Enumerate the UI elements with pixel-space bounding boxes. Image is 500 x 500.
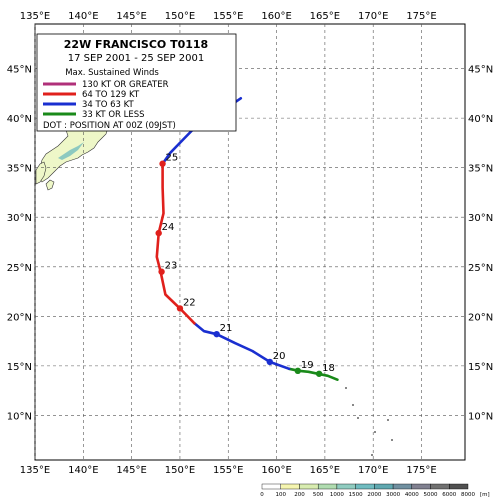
left-lat-label: 20°N (7, 312, 32, 323)
position-dot-19 (294, 367, 302, 375)
top-lon-label: 135°E (20, 11, 50, 22)
scale-swatch (336, 483, 356, 490)
scale-label: 5000 (424, 492, 438, 498)
grid-lines (34, 24, 465, 460)
island-dot (374, 431, 376, 433)
daily-positions: 18 19 20 21 22 23 24 25 (155, 153, 335, 377)
island-dot (371, 454, 373, 456)
bottom-lon-label: 160°E (261, 465, 291, 476)
scale-swatch (449, 483, 469, 490)
legend-storm-title: 22W FRANCISCO T0118 (64, 38, 208, 51)
left-lat-label: 45°N (7, 65, 32, 76)
right-lat-label: 20°N (468, 312, 493, 323)
top-lon-label: 140°E (68, 11, 98, 22)
scale-unit: [m] (480, 492, 490, 498)
top-lon-label: 165°E (310, 11, 340, 22)
left-lat-label: 40°N (7, 114, 32, 125)
kyushu-tip (45, 179, 55, 191)
legend-date-range: 17 SEP 2001 - 25 SEP 2001 (68, 53, 204, 64)
right-lat-label: 30°N (468, 213, 493, 224)
bottom-lon-label: 135°E (20, 465, 50, 476)
island-dot (357, 417, 359, 419)
position-dot-20 (266, 358, 274, 366)
legend-heading: Max. Sustained Winds (65, 68, 159, 78)
scale-swatch (355, 483, 375, 490)
scale-label: 6000 (442, 492, 456, 498)
top-lon-label: 170°E (358, 11, 388, 22)
right-lat-label: 45°N (468, 65, 493, 76)
japan-mountains (58, 142, 84, 160)
bottom-lon-label: 150°E (165, 465, 195, 476)
day-label-23: 23 (165, 261, 178, 272)
scale-label: 3000 (386, 492, 400, 498)
scale-swatch (317, 483, 338, 490)
legend-entry-label: 130 KT OR GREATER (82, 80, 169, 90)
left-lat-label: 25°N (7, 263, 32, 274)
top-lon-label: 160°E (261, 11, 291, 22)
right-lat-label: 15°N (468, 362, 493, 373)
scale-swatch (411, 483, 431, 490)
island-dot (345, 387, 347, 389)
day-label-22: 22 (183, 297, 196, 308)
left-lat-label: 15°N (7, 362, 32, 373)
small-islands (345, 387, 393, 456)
track-segment (155, 162, 196, 325)
position-dot-21 (213, 330, 220, 338)
right-lat-label: 10°N (468, 411, 493, 422)
top-lon-label: 150°E (165, 11, 195, 22)
day-label-19: 19 (301, 360, 314, 371)
bottom-lon-label: 165°E (310, 465, 340, 476)
legend-entry-label: 34 TO 63 KT (82, 100, 135, 110)
legend-entry-label: 33 KT OR LESS (82, 110, 145, 120)
bottom-lon-label: 155°E (213, 465, 243, 476)
scale-label: 2000 (367, 492, 381, 498)
left-lat-label: 30°N (7, 213, 32, 224)
scale-swatch (430, 483, 450, 490)
scale-swatch (374, 483, 394, 490)
bottom-lon-label: 170°E (358, 465, 388, 476)
left-lat-label: 35°N (7, 164, 32, 175)
bottom-lon-label: 140°E (68, 465, 98, 476)
island-dot (352, 404, 354, 406)
top-lon-label: 175°E (406, 11, 436, 22)
scale-label: 0 (260, 492, 264, 498)
day-label-24: 24 (162, 222, 175, 233)
scale-label: 1000 (330, 492, 344, 498)
bottom-lon-label: 175°E (406, 465, 436, 476)
bottom-lon-label: 145°E (116, 465, 146, 476)
scale-swatch (392, 483, 413, 490)
scale-label: 8000 (461, 492, 475, 498)
position-dot-25 (159, 160, 166, 167)
legend-dot-note: DOT : POSITION AT 00Z (09JST) (43, 121, 176, 131)
legend: 22W FRANCISCO T0118 17 SEP 2001 - 25 SEP… (36, 33, 237, 132)
position-dot-18 (315, 370, 323, 377)
scale-label: 500 (313, 492, 324, 498)
day-label-25: 25 (166, 153, 179, 164)
scale-swatch (280, 483, 300, 490)
right-lat-label: 40°N (468, 114, 493, 125)
elevation-scale: 0 100 200 500 1000 1500 2000 3000 4000 5000 6000 80… (260, 483, 490, 498)
legend-entry-label: 64 TO 129 KT (82, 90, 140, 100)
right-lat-label: 35°N (468, 164, 493, 175)
right-lat-label: 25°N (468, 263, 493, 274)
position-dot-22 (176, 305, 184, 312)
day-label-21: 21 (220, 323, 233, 334)
scale-label: 100 (275, 492, 286, 498)
scale-swatch (261, 483, 281, 490)
scale-swatch (299, 483, 319, 490)
position-dot-23 (158, 268, 165, 275)
scale-label: 4000 (405, 492, 419, 498)
position-dot-24 (155, 229, 162, 237)
island-dot (391, 439, 393, 441)
scale-label: 1500 (349, 492, 363, 498)
top-lon-label: 145°E (116, 11, 146, 22)
island-dot (387, 419, 389, 421)
day-label-18: 18 (322, 363, 335, 374)
top-lon-label: 155°E (213, 11, 243, 22)
day-label-20: 20 (273, 351, 286, 362)
axis-labels: 135°E 135°E 140°E 140°E 145°E 145°E 150°E 150°E… (7, 11, 493, 476)
left-lat-label: 10°N (7, 411, 32, 422)
scale-label: 200 (294, 492, 305, 498)
